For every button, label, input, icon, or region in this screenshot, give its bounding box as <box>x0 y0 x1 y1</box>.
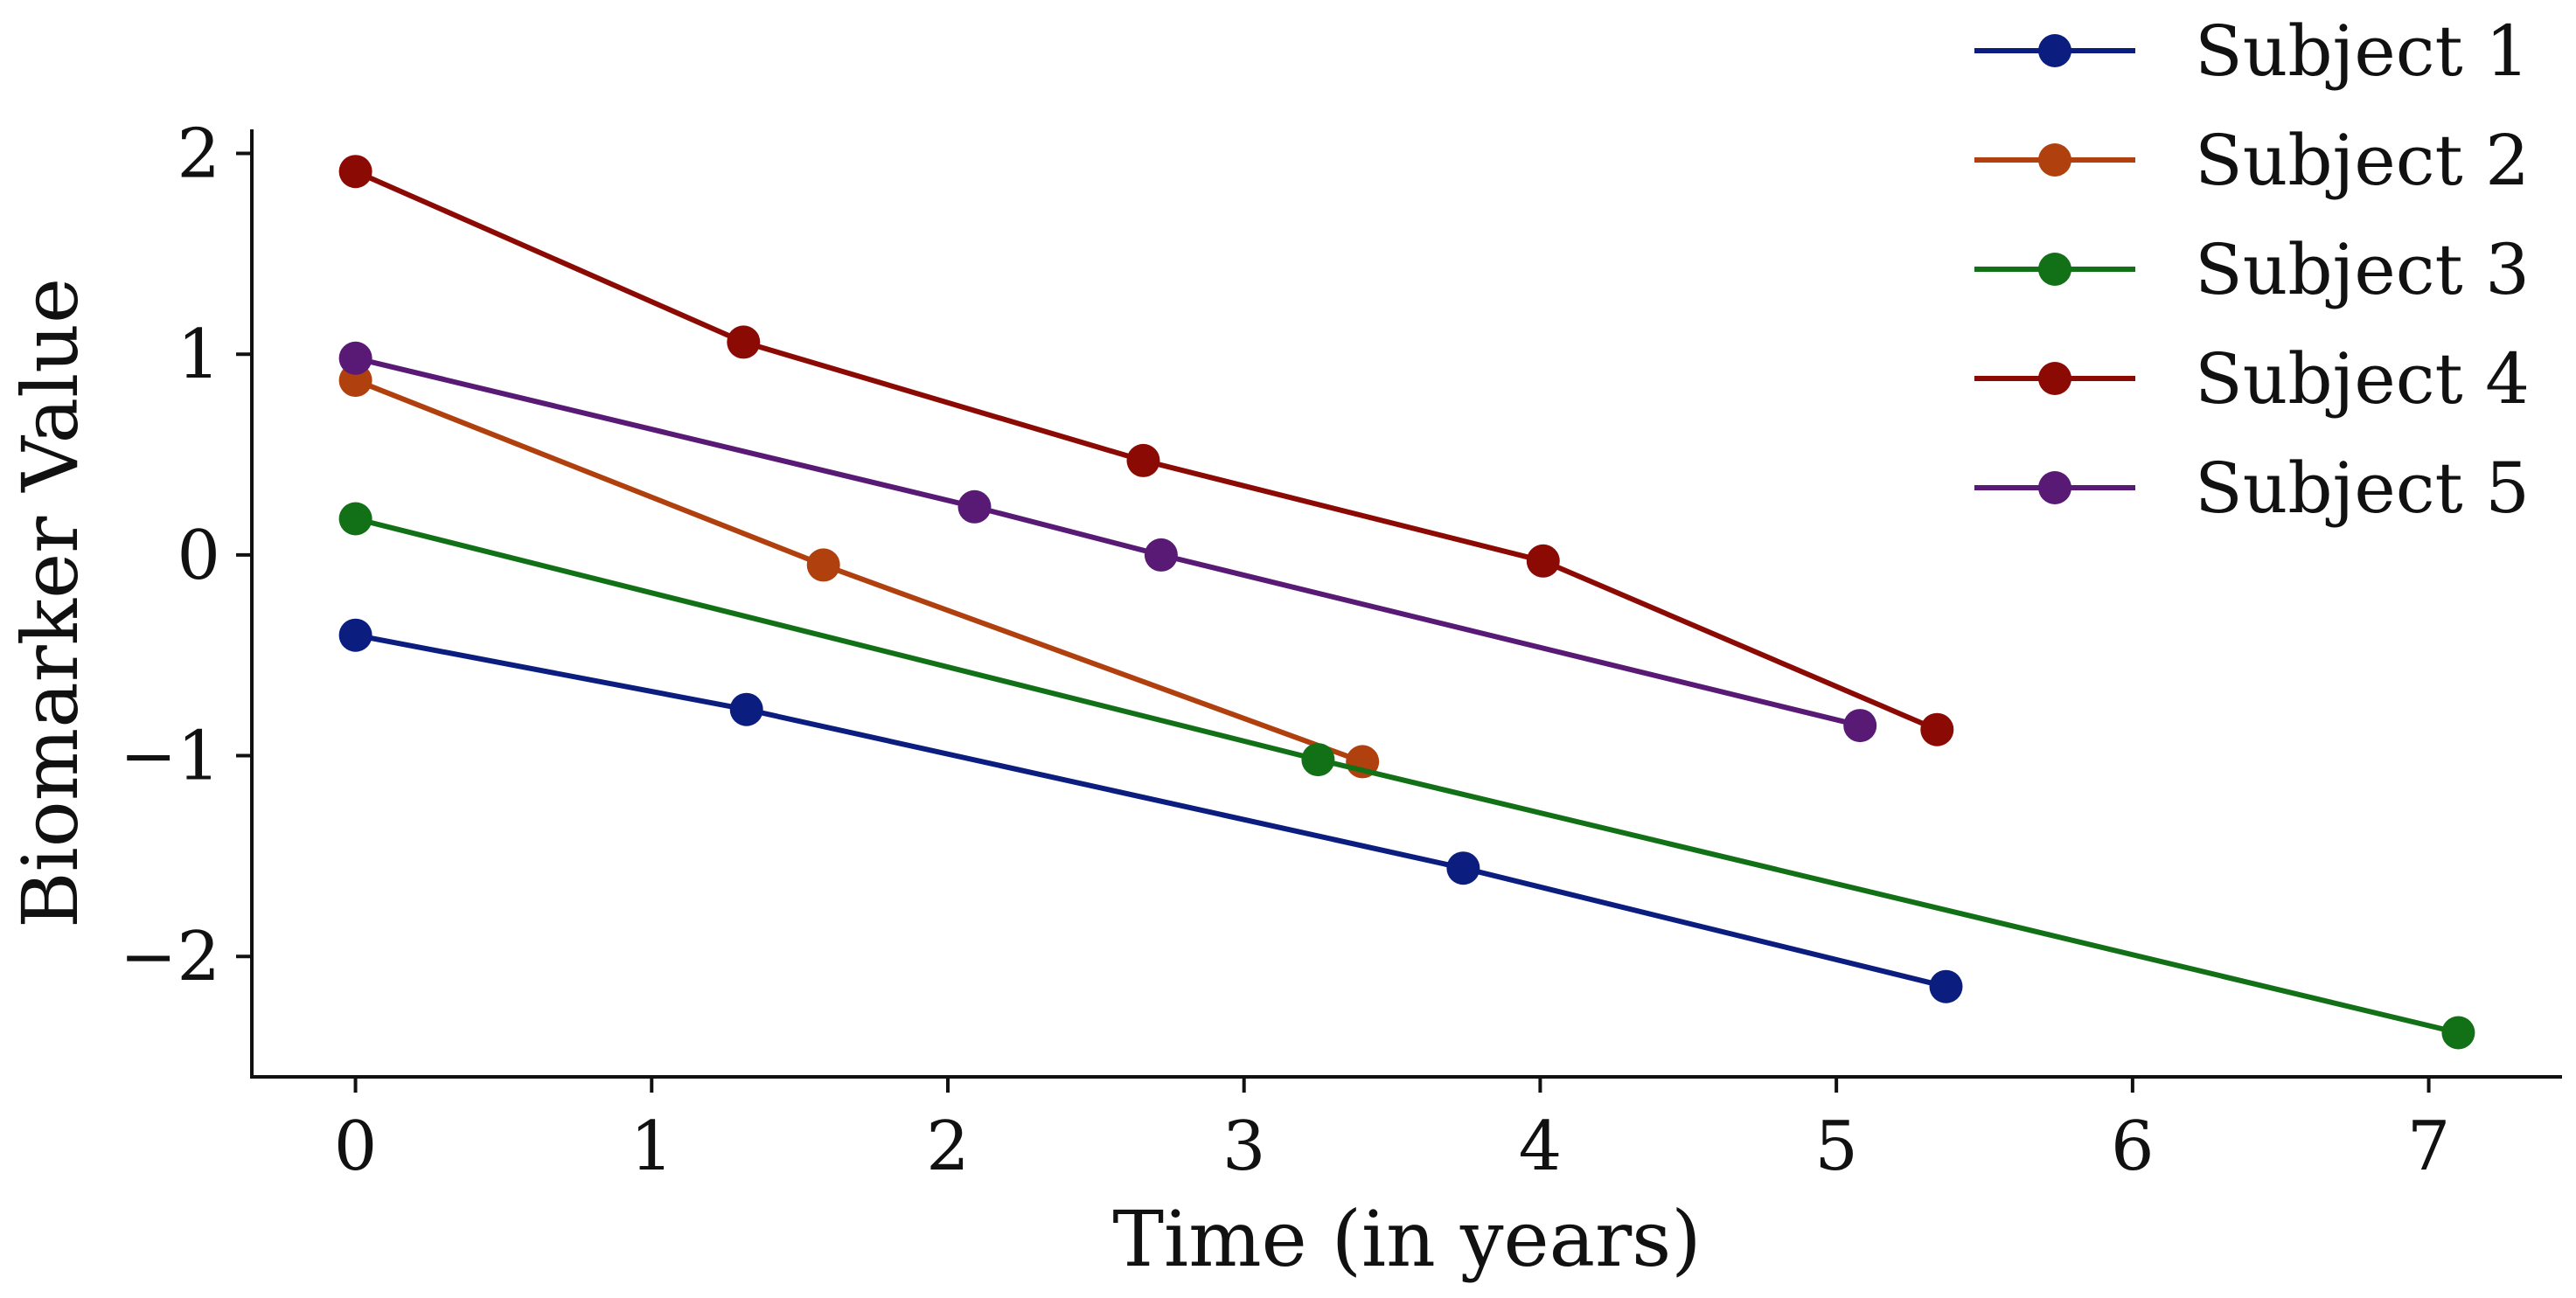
x-tick-label: 5 <box>1814 1107 1858 1186</box>
y-tick-label: −2 <box>120 918 220 996</box>
x-tick-label: 6 <box>2111 1107 2155 1186</box>
ticks: 0 1 2 3 4 5 6 7 −2 −1 0 1 2 <box>120 115 2450 1186</box>
series-3-point <box>1301 743 1335 777</box>
legend-entry-2: Subject 2 <box>1974 120 2530 201</box>
series-5-line <box>352 355 1863 729</box>
series-2-line <box>352 378 1366 765</box>
series-1-point <box>338 618 372 652</box>
series-5-point <box>1144 538 1178 572</box>
x-axis-label: Time (in years) <box>1112 1194 1701 1284</box>
series-4-point <box>338 155 372 189</box>
series-3 <box>338 502 2475 1050</box>
series-2-point <box>806 548 840 582</box>
y-tick-label: 2 <box>177 115 220 194</box>
x-tick-label: 2 <box>926 1107 970 1186</box>
legend-label: Subject 2 <box>2195 120 2530 201</box>
y-tick-label: −1 <box>120 718 220 796</box>
series-1 <box>338 618 1963 1003</box>
legend-marker <box>2038 143 2071 177</box>
series-4-point <box>1526 544 1560 578</box>
legend-entry-5: Subject 5 <box>1974 448 2530 529</box>
series-5-point <box>1843 709 1877 743</box>
x-tick-label: 3 <box>1222 1107 1266 1186</box>
series-layer <box>338 155 2475 1050</box>
series-2 <box>338 364 1380 779</box>
series-3-point <box>2441 1016 2475 1050</box>
legend-marker <box>2038 253 2071 286</box>
series-4-point <box>727 325 761 359</box>
series-1-line <box>352 632 1949 989</box>
x-tick-label: 4 <box>1519 1107 1563 1186</box>
series-1-point <box>729 692 763 726</box>
legend-entry-1: Subject 1 <box>1974 10 2530 92</box>
series-1-point <box>1929 969 1963 1003</box>
legend-label: Subject 1 <box>2195 10 2530 92</box>
y-axis-label: Biomarker Value <box>5 278 95 928</box>
legend-entry-3: Subject 3 <box>1974 229 2530 310</box>
series-5-point <box>338 341 372 375</box>
series-5 <box>338 341 1877 743</box>
legend-label: Subject 4 <box>2195 338 2530 420</box>
series-4-point <box>1126 443 1160 477</box>
x-tick-label: 1 <box>630 1107 673 1186</box>
series-3-point <box>338 502 372 536</box>
legend-marker <box>2038 34 2071 67</box>
x-tick-label: 7 <box>2407 1107 2451 1186</box>
series-5-point <box>957 489 992 524</box>
legend-marker <box>2038 471 2071 504</box>
series-4 <box>338 155 1954 746</box>
axes <box>250 129 2562 1079</box>
legend-label: Subject 5 <box>2195 448 2530 529</box>
legend: Subject 1 Subject 2 Subject 3 Subject 4 Subj… <box>1974 10 2530 529</box>
legend-label: Subject 3 <box>2195 229 2530 310</box>
y-tick-label: 0 <box>177 517 220 595</box>
y-tick-label: 1 <box>177 316 220 394</box>
legend-marker <box>2038 362 2071 395</box>
legend-entry-4: Subject 4 <box>1974 338 2530 420</box>
series-1-point <box>1446 851 1480 885</box>
x-tick-label: 0 <box>334 1107 378 1186</box>
series-3-line <box>352 516 2461 1036</box>
series-4-point <box>1920 712 1954 746</box>
